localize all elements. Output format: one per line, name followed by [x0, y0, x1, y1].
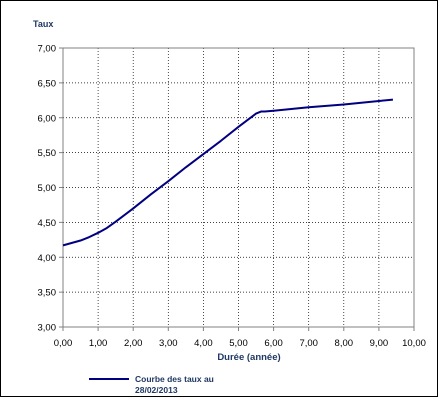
x-tick-label: 6,00 — [264, 338, 283, 349]
y-tick-label: 4,50 — [38, 218, 57, 229]
x-tick-label: 9,00 — [370, 338, 389, 349]
x-tick-label: 3,00 — [159, 338, 178, 349]
x-axis-title: Durée (année) — [217, 352, 280, 363]
x-tick-label: 8,00 — [335, 338, 354, 349]
series-line — [62, 98, 394, 247]
y-tick-label: 4,00 — [38, 253, 57, 264]
y-tick-label: 3,50 — [38, 288, 57, 299]
y-tick-label: 7,00 — [38, 44, 57, 55]
y-tick-label: 6,50 — [38, 78, 57, 89]
x-tick-labels: 0,00 1,00 2,00 3,00 4,00 5,00 6,00 7,00 8,00 9,00… — [54, 327, 426, 349]
y-tick-label: 6,00 — [38, 113, 57, 124]
x-tick-label: 0,00 — [54, 338, 73, 349]
x-tick-label: 4,00 — [194, 338, 213, 349]
y-tick-labels: 3,00 3,50 4,00 4,50 5,00 5,50 6,00 6,50 7,00 — [38, 44, 63, 334]
x-tick-label: 5,00 — [229, 338, 248, 349]
series-layer — [62, 98, 394, 247]
x-tick-label: 10,00 — [402, 338, 426, 349]
legend-label-line-2: 28/02/2013 — [135, 385, 178, 395]
legend-label-line-1: Courbe des taux au — [135, 374, 214, 384]
legend: Courbe des taux au 28/02/2013 — [89, 374, 214, 395]
x-tick-label: 7,00 — [299, 338, 318, 349]
y-tick-label: 5,50 — [38, 148, 57, 159]
y-tick-label: 5,00 — [38, 183, 57, 194]
y-tick-label: 3,00 — [38, 323, 57, 334]
x-tick-label: 2,00 — [124, 338, 143, 349]
y-axis-title: Taux — [33, 19, 53, 29]
x-tick-label: 1,00 — [89, 338, 108, 349]
grid-lines — [62, 47, 415, 328]
